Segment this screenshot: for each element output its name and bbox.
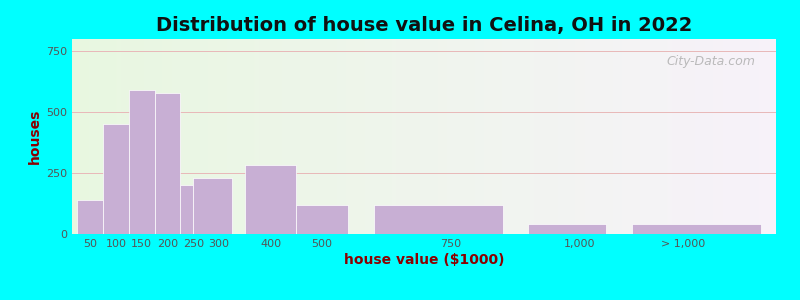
Bar bbox=[374, 205, 502, 234]
Bar bbox=[129, 90, 154, 234]
Bar bbox=[154, 93, 180, 234]
Bar bbox=[296, 205, 348, 234]
X-axis label: house value ($1000): house value ($1000) bbox=[344, 253, 504, 267]
Bar bbox=[103, 124, 129, 234]
Bar bbox=[529, 224, 606, 234]
Bar bbox=[245, 164, 296, 234]
Bar bbox=[631, 224, 761, 234]
Text: City-Data.com: City-Data.com bbox=[666, 55, 755, 68]
Bar bbox=[77, 200, 103, 234]
Bar bbox=[180, 185, 194, 234]
Y-axis label: houses: houses bbox=[28, 109, 42, 164]
Title: Distribution of house value in Celina, OH in 2022: Distribution of house value in Celina, O… bbox=[156, 16, 692, 35]
Bar bbox=[194, 178, 232, 234]
